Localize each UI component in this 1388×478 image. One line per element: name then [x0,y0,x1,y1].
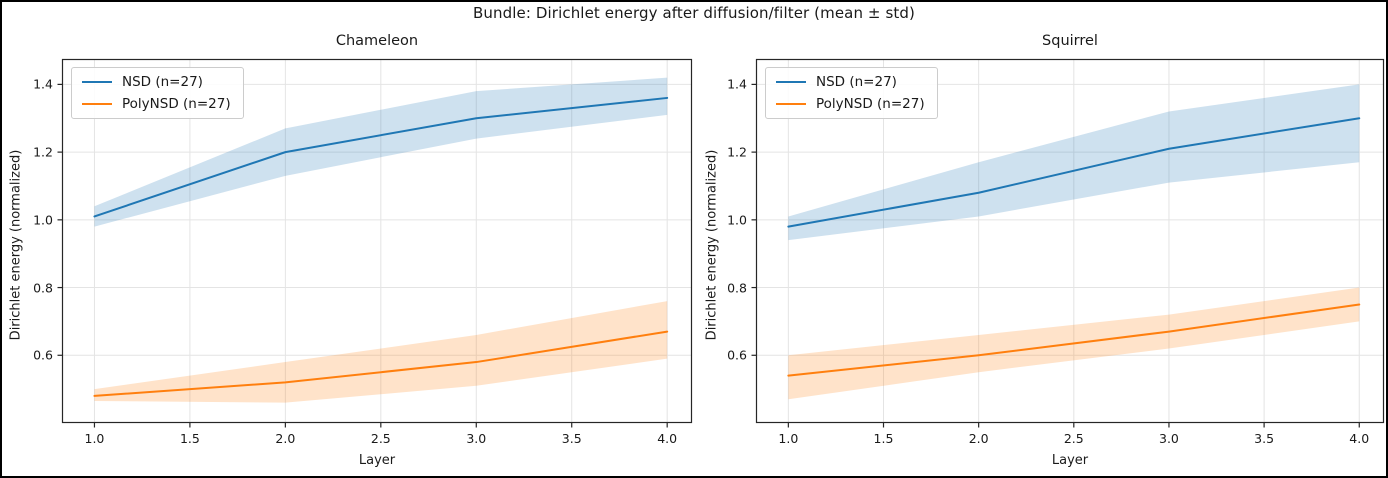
legend-item-polynsd: PolyNSD (n=27) [776,96,925,112]
x-tick-label: 3.0 [466,431,487,446]
plot-frame [755,58,1385,424]
std-band [94,77,668,227]
x-tick-label: 1.0 [84,431,105,446]
legend: NSD (n=27) PolyNSD (n=27) [71,67,244,119]
x-tick-label: 2.0 [968,431,989,446]
x-tick-label: 4.0 [657,431,678,446]
nsd-line-swatch [776,81,806,83]
y-tick-label: 1.4 [33,76,53,92]
subplot-title: Chameleon [335,33,419,49]
y-tick-label: 0.6 [33,347,53,363]
mean-line [787,303,1361,377]
mean-line [93,330,669,397]
legend-item-nsd: NSD (n=27) [82,74,231,90]
y-tick-label: 1.0 [727,212,747,228]
subplot-title: Squirrel [1042,33,1098,49]
x-tick-label: 1.0 [778,431,799,446]
legend-label: NSD (n=27) [122,74,203,90]
subplot-squirrel: Squirrel Dirichlet energy (normalized) N… [705,33,1385,468]
x-tick-label: 1.5 [179,431,200,446]
x-tick-label: 3.5 [561,431,582,446]
y-tick-label: 0.6 [727,347,747,363]
polynsd-line-swatch [776,103,806,105]
legend-item-nsd: NSD (n=27) [776,74,925,90]
x-tick-label: 4.0 [1349,431,1370,446]
mean-line [787,117,1361,228]
subplot-chameleon: Chameleon Dirichlet energy (normalized) … [9,33,693,468]
legend-item-polynsd: PolyNSD (n=27) [82,96,231,112]
figure-title: Bundle: Dirichlet energy after diffusion… [473,4,915,22]
nsd-line-swatch [82,81,112,83]
legend-label: NSD (n=27) [816,74,897,90]
y-axis-label: Dirichlet energy (normalized) [8,149,24,341]
y-tick-label: 1.2 [33,144,53,160]
x-tick-label: 3.0 [1159,431,1179,446]
std-band [94,301,668,403]
x-tick-label: 2.5 [370,431,391,446]
y-tick-label: 1.2 [727,144,747,160]
x-tick-label: 2.0 [275,431,296,446]
x-tick-label: 2.5 [1063,431,1084,446]
y-tick-label: 1.4 [727,76,747,92]
x-tick-label: 3.5 [1254,431,1275,446]
y-axis-label: Dirichlet energy (normalized) [704,149,720,341]
x-axis-label: Layer [1051,453,1089,468]
x-axis-label: Layer [358,453,396,468]
y-tick-label: 0.8 [727,280,747,296]
legend-label: PolyNSD (n=27) [122,96,231,112]
polynsd-line-swatch [82,103,112,105]
y-tick-label: 0.8 [33,280,53,296]
plot-frame [61,58,693,424]
y-tick-label: 1.0 [33,212,53,228]
x-tick-label: 1.5 [873,431,894,446]
plot-area [751,58,1385,428]
legend: NSD (n=27) PolyNSD (n=27) [765,67,938,119]
legend-label: PolyNSD (n=27) [816,96,925,112]
mean-line [93,96,669,218]
